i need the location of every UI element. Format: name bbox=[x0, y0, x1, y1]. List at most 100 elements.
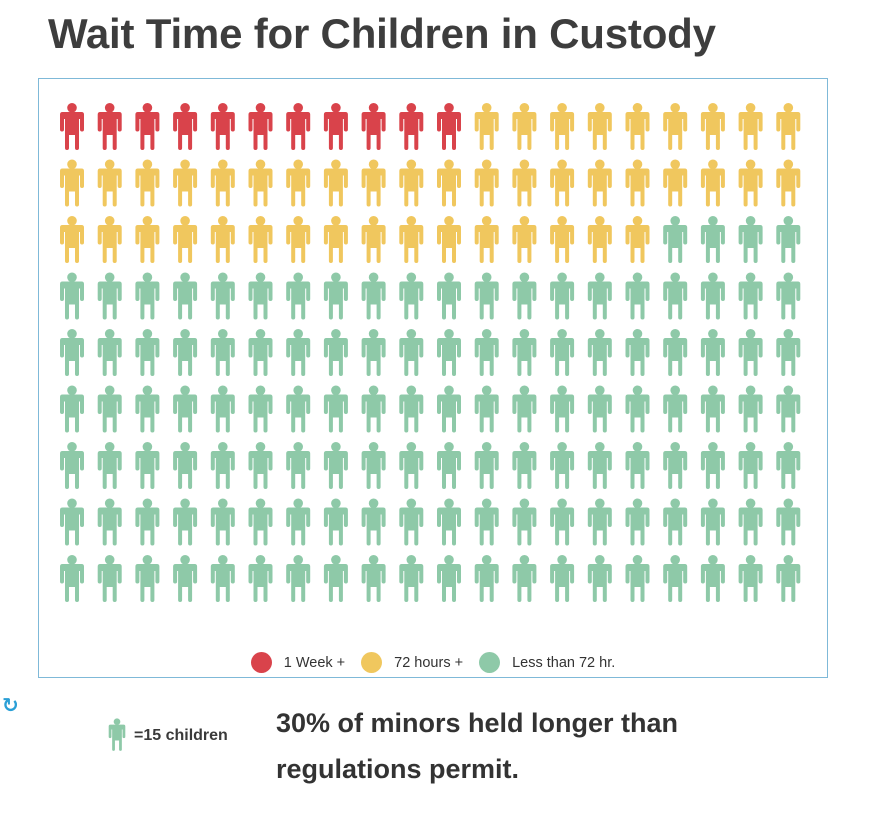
person-icon bbox=[210, 329, 235, 376]
person-icon bbox=[550, 272, 575, 320]
person-icon bbox=[361, 272, 386, 320]
caption-text: 30% of minors held longer than regulatio… bbox=[276, 708, 679, 784]
person-icon bbox=[399, 159, 424, 207]
person-icon bbox=[361, 329, 386, 376]
person-icon bbox=[210, 159, 235, 207]
person-icon bbox=[738, 498, 763, 546]
person-icon bbox=[108, 718, 126, 751]
person-icon bbox=[173, 272, 198, 320]
person-icon bbox=[700, 272, 725, 320]
person-icon bbox=[173, 103, 198, 150]
person-icon bbox=[286, 555, 311, 602]
person-icon bbox=[437, 498, 461, 546]
person-icon bbox=[700, 385, 725, 433]
person-icon bbox=[512, 498, 537, 546]
person-icon bbox=[700, 216, 725, 263]
person-icon bbox=[550, 103, 575, 150]
person-icon bbox=[776, 159, 801, 207]
person-icon bbox=[700, 103, 725, 150]
person-icon bbox=[135, 498, 160, 546]
person-icon bbox=[512, 272, 537, 320]
person-icon bbox=[776, 555, 801, 602]
person-icon bbox=[738, 272, 763, 320]
person-icon bbox=[776, 216, 801, 263]
person-icon bbox=[437, 555, 461, 602]
person-icon bbox=[738, 442, 763, 489]
person-icon bbox=[437, 159, 461, 207]
person-icon bbox=[474, 159, 499, 207]
person-icon bbox=[60, 216, 84, 263]
legend-item-72-hours: 72 hours + bbox=[361, 652, 463, 673]
person-icon bbox=[60, 385, 84, 433]
legend-item-1-week: 1 Week + bbox=[250, 652, 345, 673]
person-icon bbox=[663, 498, 688, 546]
person-icon bbox=[625, 216, 650, 263]
person-icon bbox=[738, 385, 763, 433]
person-icon bbox=[625, 442, 650, 489]
person-icon bbox=[135, 442, 160, 489]
person-icon bbox=[173, 216, 198, 263]
person-icon bbox=[437, 103, 461, 150]
person-icon bbox=[663, 216, 688, 263]
person-icon bbox=[361, 555, 386, 602]
person-icon bbox=[587, 103, 612, 150]
person-icon bbox=[663, 329, 688, 376]
person-icon bbox=[587, 272, 612, 320]
legend-swatch-72-hours bbox=[361, 652, 383, 673]
person-icon bbox=[135, 159, 160, 207]
person-icon bbox=[738, 555, 763, 602]
person-icon bbox=[60, 329, 84, 376]
person-icon bbox=[210, 216, 235, 263]
person-icon bbox=[587, 159, 612, 207]
person-icon bbox=[248, 498, 273, 546]
person-icon bbox=[323, 385, 348, 433]
person-icon bbox=[248, 216, 273, 263]
person-icon bbox=[700, 555, 725, 602]
person-icon bbox=[776, 385, 801, 433]
person-icon bbox=[248, 272, 273, 320]
person-icon bbox=[474, 442, 499, 489]
person-icon bbox=[97, 498, 122, 546]
person-icon bbox=[587, 216, 612, 263]
person-icon bbox=[512, 385, 537, 433]
person-icon bbox=[248, 385, 273, 433]
person-icon bbox=[587, 498, 612, 546]
person-icon bbox=[738, 103, 763, 150]
person-icon bbox=[776, 272, 801, 320]
refresh-icon[interactable]: ↻ bbox=[2, 695, 19, 717]
person-icon bbox=[738, 159, 763, 207]
person-icon bbox=[135, 103, 160, 150]
person-icon bbox=[512, 442, 537, 489]
person-icon bbox=[173, 329, 198, 376]
person-icon bbox=[700, 442, 725, 489]
person-icon bbox=[60, 442, 84, 489]
person-icon bbox=[399, 216, 424, 263]
person-icon bbox=[625, 103, 650, 150]
person-icon bbox=[97, 159, 122, 207]
person-icon bbox=[323, 103, 348, 150]
person-icon bbox=[776, 329, 801, 376]
person-icon bbox=[663, 159, 688, 207]
person-icon bbox=[550, 498, 575, 546]
person-icon bbox=[286, 442, 311, 489]
person-icon bbox=[512, 555, 537, 602]
person-icon bbox=[323, 216, 348, 263]
person-icon bbox=[625, 385, 650, 433]
person-icon bbox=[323, 272, 348, 320]
person-icon bbox=[738, 329, 763, 376]
person-icon bbox=[361, 498, 386, 546]
person-icon bbox=[700, 159, 725, 207]
person-icon bbox=[135, 329, 160, 376]
person-icon bbox=[399, 103, 424, 150]
person-icon bbox=[550, 555, 575, 602]
person-icon bbox=[323, 555, 348, 602]
person-icon bbox=[776, 498, 801, 546]
person-icon bbox=[97, 272, 122, 320]
person-icon bbox=[625, 329, 650, 376]
person-icon bbox=[248, 103, 273, 150]
chart-frame: 1 Week + 72 hours + Less than 72 hr. bbox=[38, 78, 828, 678]
person-icon bbox=[399, 385, 424, 433]
person-icon bbox=[210, 555, 235, 602]
person-icon bbox=[399, 498, 424, 546]
person-icon bbox=[437, 272, 461, 320]
